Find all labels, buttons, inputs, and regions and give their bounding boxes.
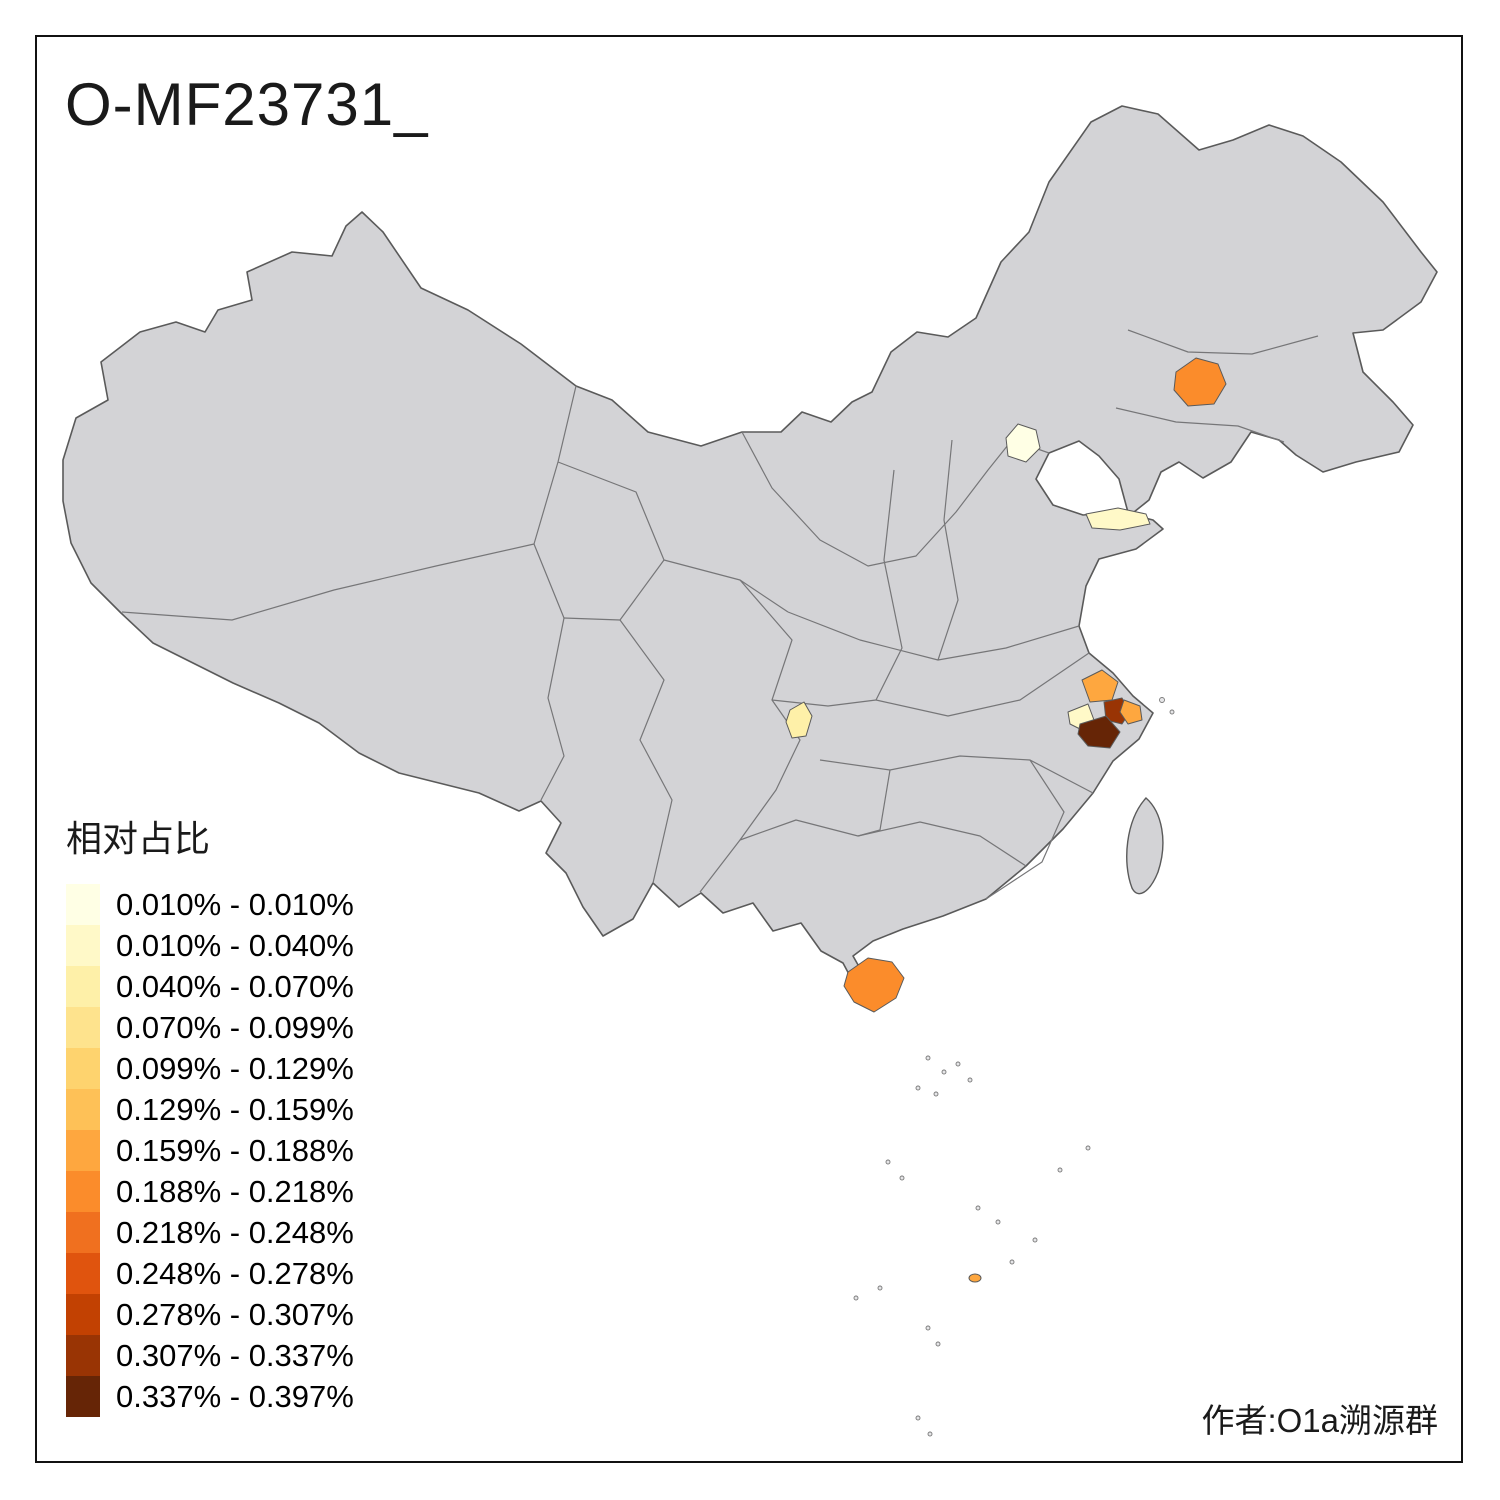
legend-label: 0.010% - 0.010%	[116, 886, 354, 922]
legend-label: 0.218% - 0.248%	[116, 1214, 354, 1250]
province-border	[787, 611, 1080, 661]
legend-label: 0.159% - 0.188%	[116, 1132, 354, 1168]
map-region	[1119, 699, 1143, 725]
island	[933, 1091, 939, 1097]
map-region	[1085, 507, 1151, 531]
legend-swatch	[66, 1130, 100, 1171]
legend-entry: 0.129% - 0.159%	[66, 1089, 354, 1130]
legend-entry: 0.278% - 0.307%	[66, 1294, 354, 1335]
legend-label: 0.188% - 0.218%	[116, 1173, 354, 1209]
island	[1057, 1167, 1063, 1173]
legend-label: 0.010% - 0.040%	[116, 927, 354, 963]
map-region	[968, 1273, 982, 1283]
island	[915, 1415, 921, 1421]
legend-entry: 0.248% - 0.278%	[66, 1253, 354, 1294]
mainland-outline	[62, 105, 1438, 994]
map-region	[1077, 715, 1121, 749]
small-islands	[853, 697, 1175, 1437]
province-border	[985, 759, 1065, 900]
map-region	[843, 957, 905, 1013]
legend-entry: 0.218% - 0.248%	[66, 1212, 354, 1253]
legend-swatch	[66, 1253, 100, 1294]
legend-entry: 0.040% - 0.070%	[66, 966, 354, 1007]
legend-entry: 0.188% - 0.218%	[66, 1171, 354, 1212]
province-border	[937, 439, 959, 661]
choropleth-regions	[785, 357, 1227, 1283]
legend-swatch	[66, 1335, 100, 1376]
island	[925, 1325, 931, 1331]
legend-swatch	[66, 966, 100, 1007]
legend-label: 0.337% - 0.397%	[116, 1378, 354, 1414]
island	[877, 1285, 883, 1291]
map-region	[1081, 669, 1119, 703]
island	[941, 1069, 947, 1075]
province-borders	[121, 329, 1319, 900]
legend-label: 0.070% - 0.099%	[116, 1009, 354, 1045]
legend-swatch	[66, 1089, 100, 1130]
attribution: 作者:O1a溯源群	[1201, 1402, 1438, 1439]
island	[1032, 1237, 1038, 1243]
legend-swatch	[66, 1171, 100, 1212]
province-border	[741, 431, 1050, 567]
legend-entries: 0.010% - 0.010% 0.010% - 0.040% 0.040% - 0…	[66, 884, 354, 1417]
island	[885, 1159, 891, 1165]
island	[995, 1219, 1001, 1225]
legend: 相对占比 0.010% - 0.010% 0.010% - 0.040% 0.040…	[66, 810, 354, 1417]
page-title: O-MF23731_	[65, 71, 429, 138]
legend-entry: 0.337% - 0.397%	[66, 1376, 354, 1417]
island	[853, 1295, 859, 1301]
province-border	[771, 699, 877, 707]
legend-label: 0.129% - 0.159%	[116, 1091, 354, 1127]
legend-swatch	[66, 1376, 100, 1417]
legend-entry: 0.010% - 0.010%	[66, 884, 354, 925]
island	[1169, 709, 1175, 715]
province-border	[533, 543, 565, 801]
map-region	[1173, 357, 1227, 407]
legend-label: 0.248% - 0.278%	[116, 1255, 354, 1291]
island	[935, 1341, 941, 1347]
legend-entry: 0.010% - 0.040%	[66, 925, 354, 966]
legend-label: 0.040% - 0.070%	[116, 968, 354, 1004]
legend-label: 0.307% - 0.337%	[116, 1337, 354, 1373]
legend-entry: 0.070% - 0.099%	[66, 1007, 354, 1048]
legend-swatch	[66, 1048, 100, 1089]
island	[975, 1205, 981, 1211]
map-region	[1005, 423, 1041, 463]
map-region	[785, 701, 813, 739]
island	[967, 1077, 973, 1083]
province-border	[857, 769, 891, 837]
legend-swatch	[66, 1212, 100, 1253]
province-border	[819, 755, 1094, 794]
legend-swatch	[66, 1007, 100, 1048]
taiwan-island	[1126, 797, 1164, 895]
legend-swatch	[66, 925, 100, 966]
legend-label: 0.099% - 0.129%	[116, 1050, 354, 1086]
island	[1159, 697, 1165, 703]
legend-title: 相对占比	[66, 818, 211, 859]
legend-swatch	[66, 884, 100, 925]
legend-entry: 0.159% - 0.188%	[66, 1130, 354, 1171]
legend-swatch	[66, 1294, 100, 1335]
province-border	[875, 469, 903, 701]
legend-label: 0.278% - 0.307%	[116, 1296, 354, 1332]
island	[927, 1431, 933, 1437]
island	[925, 1055, 931, 1061]
province-border	[875, 652, 1090, 717]
island	[915, 1085, 921, 1091]
island	[899, 1175, 905, 1181]
island	[1009, 1259, 1015, 1265]
province-border	[1127, 329, 1319, 355]
island	[955, 1061, 961, 1067]
province-border	[739, 579, 801, 841]
province-border	[619, 619, 673, 884]
legend-entry: 0.099% - 0.129%	[66, 1048, 354, 1089]
island	[1085, 1145, 1091, 1151]
legend-entry: 0.307% - 0.337%	[66, 1335, 354, 1376]
province-border	[1115, 407, 1285, 443]
